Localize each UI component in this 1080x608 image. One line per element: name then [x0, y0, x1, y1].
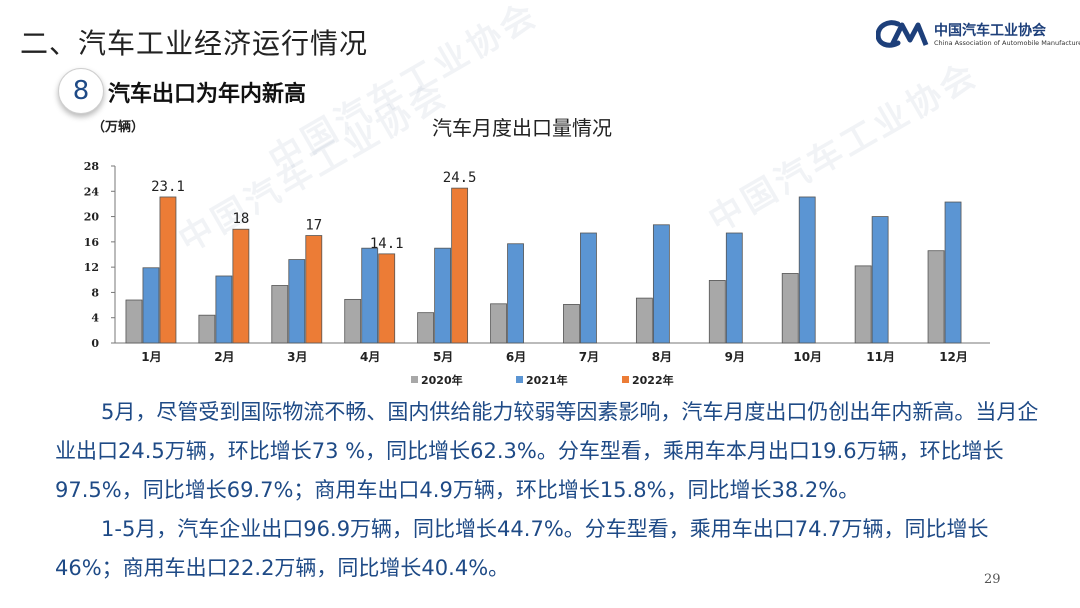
- bar-2021年-10月: [798, 196, 816, 344]
- bar-2021年-8月: [652, 224, 670, 344]
- page-number: 29: [984, 572, 1001, 587]
- x-tick-label: 3月: [287, 350, 307, 364]
- bar-2020年-4月: [344, 298, 362, 344]
- bar-2020年-11月: [854, 265, 872, 344]
- y-tick-label: 4: [91, 312, 99, 325]
- x-tick-label: 9月: [725, 350, 745, 364]
- bar-2020年-2月: [198, 314, 216, 344]
- logo-text-cn: 中国汽车工业协会: [934, 23, 1046, 39]
- x-tick-label: 4月: [360, 350, 380, 364]
- x-tick-label: 12月: [939, 350, 968, 364]
- bar-2020年-10月: [781, 273, 799, 344]
- bar-2020年-1月: [125, 299, 143, 344]
- bar-2020年-8月: [635, 297, 653, 344]
- data-label: 24.5: [443, 170, 477, 186]
- bar-2021年-7月: [580, 232, 597, 344]
- y-tick-label: 12: [84, 261, 99, 274]
- subsection-title: 汽车出口为年内新高: [108, 82, 307, 107]
- y-tick-label: 0: [91, 337, 99, 350]
- bar-2020年-6月: [490, 303, 507, 344]
- bar-2021年-1月: [142, 267, 160, 344]
- paragraph-may: 5月，尽管受到国际物流不畅、国内供给能力较弱等因素影响，汽车月度出口仍创出年内新…: [55, 393, 1055, 510]
- bar-2021年-5月: [434, 247, 452, 344]
- bar-2021年-2月: [215, 275, 233, 344]
- x-tick-label: 6月: [506, 350, 526, 364]
- chart-title: 汽车月度出口量情况: [432, 116, 612, 140]
- section-number-badge: 8: [58, 68, 104, 114]
- x-tick-label: 2月: [214, 350, 234, 364]
- data-label: 14.1: [370, 236, 404, 252]
- paragraph-jan-may-text: 1-5月，汽车企业出口96.9万辆，同比增长44.7%。分车型看，乘用车出口74…: [55, 517, 989, 580]
- bar-2020年-7月: [563, 304, 580, 344]
- bar-2021年-4月: [361, 247, 379, 344]
- y-tick-label: 20: [84, 211, 100, 224]
- y-tick-label: 16: [84, 236, 100, 249]
- x-tick-label: 11月: [866, 350, 895, 364]
- legend-swatch-2021年: [516, 376, 523, 383]
- bar-2020年-5月: [417, 312, 435, 344]
- y-tick-label: 24: [84, 185, 100, 198]
- bar-2022年-4月: [378, 253, 396, 344]
- x-tick-label: 7月: [579, 350, 599, 364]
- export-bar-chart: 汽车月度出口量情况 （万辆） 0 4 8 12 16 20 24 28 1月 2月 3月 4月 5月 6月 7月…: [84, 116, 990, 387]
- bar-2020年-12月: [927, 250, 945, 344]
- y-tick-label: 28: [84, 160, 100, 173]
- bar-2022年-1月: [159, 196, 177, 344]
- bar-2022年-5月: [451, 187, 469, 344]
- legend-swatch-2022年: [622, 376, 629, 383]
- bar-2021年-3月: [288, 259, 306, 344]
- paragraph-may-text: 5月，尽管受到国际物流不畅、国内供给能力较弱等因素影响，汽车月度出口仍创出年内新…: [55, 400, 1039, 502]
- bar-2021年-11月: [871, 216, 889, 344]
- x-tick-label: 10月: [793, 350, 822, 364]
- data-label: 18: [232, 211, 249, 227]
- bar-2022年-3月: [305, 235, 323, 344]
- bar-2022年-2月: [232, 228, 250, 344]
- logo: 中国汽车工业协会 China Association of Automobile…: [876, 18, 1080, 52]
- legend-swatch-2020年: [411, 376, 418, 383]
- section-title: 二、汽车工业经济运行情况: [20, 27, 369, 60]
- legend-label: 2020年: [421, 373, 463, 387]
- bar-2020年-9月: [708, 280, 726, 344]
- y-tick-label: 8: [91, 286, 99, 299]
- data-label: 17: [305, 218, 322, 234]
- paragraph-jan-may: 1-5月，汽车企业出口96.9万辆，同比增长44.7%。分车型看，乘用车出口74…: [55, 510, 1055, 588]
- y-axis-label: （万辆）: [92, 119, 144, 135]
- x-tick-label: 5月: [433, 350, 453, 364]
- bar-2020年-3月: [271, 285, 289, 344]
- legend-label: 2022年: [632, 373, 674, 387]
- x-tick-label: 8月: [652, 350, 672, 364]
- bar-2021年-9月: [725, 232, 743, 344]
- legend-label: 2021年: [526, 373, 568, 387]
- caam-logo-icon: [876, 20, 929, 48]
- bar-2021年-12月: [944, 201, 962, 344]
- bar-2021年-6月: [507, 243, 524, 344]
- x-tick-label: 1月: [141, 350, 161, 364]
- logo-text-en: China Association of Automobile Manufact…: [934, 39, 1080, 47]
- data-label: 23.1: [151, 179, 185, 195]
